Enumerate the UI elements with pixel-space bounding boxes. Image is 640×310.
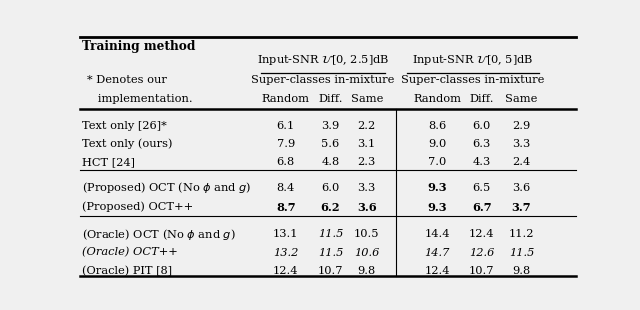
- Text: 8.4: 8.4: [276, 183, 295, 193]
- Text: 3.3: 3.3: [512, 139, 531, 149]
- Text: 11.5: 11.5: [318, 229, 343, 239]
- Text: 2.9: 2.9: [512, 121, 531, 131]
- Text: 12.6: 12.6: [469, 247, 495, 258]
- Text: 12.4: 12.4: [469, 229, 495, 239]
- Text: 6.5: 6.5: [472, 183, 491, 193]
- Text: 3.6: 3.6: [512, 183, 531, 193]
- Text: 2.3: 2.3: [358, 157, 376, 167]
- Text: Super-classes in-mixture: Super-classes in-mixture: [252, 75, 395, 85]
- Text: 3.7: 3.7: [511, 202, 531, 213]
- Text: Diff.: Diff.: [318, 94, 343, 104]
- Text: 9.3: 9.3: [428, 182, 447, 193]
- Text: 7.0: 7.0: [428, 157, 446, 167]
- Text: (Proposed) OCT++: (Proposed) OCT++: [83, 202, 194, 212]
- Text: Same: Same: [505, 94, 538, 104]
- Text: Same: Same: [351, 94, 383, 104]
- Text: 7.9: 7.9: [276, 139, 295, 149]
- Text: 3.9: 3.9: [321, 121, 340, 131]
- Text: Training method: Training method: [83, 40, 196, 53]
- Text: 10.7: 10.7: [469, 266, 495, 276]
- Text: 6.2: 6.2: [321, 202, 340, 213]
- Text: 6.0: 6.0: [472, 121, 491, 131]
- Text: implementation.: implementation.: [88, 94, 193, 104]
- Text: 10.6: 10.6: [354, 247, 380, 258]
- Text: 3.3: 3.3: [358, 183, 376, 193]
- Text: Input-SNR $\mathcal{U}$[0, 5]dB: Input-SNR $\mathcal{U}$[0, 5]dB: [412, 53, 534, 67]
- Text: (Oracle) OCT++: (Oracle) OCT++: [83, 247, 178, 258]
- Text: Diff.: Diff.: [470, 94, 494, 104]
- Text: 11.2: 11.2: [509, 229, 534, 239]
- Text: 2.4: 2.4: [512, 157, 531, 167]
- Text: 3.6: 3.6: [357, 202, 376, 213]
- Text: 5.6: 5.6: [321, 139, 340, 149]
- Text: 13.1: 13.1: [273, 229, 299, 239]
- Text: Random: Random: [262, 94, 310, 104]
- Text: 6.7: 6.7: [472, 202, 492, 213]
- Text: 4.3: 4.3: [472, 157, 491, 167]
- Text: 13.2: 13.2: [273, 247, 298, 258]
- Text: 9.0: 9.0: [428, 139, 446, 149]
- Text: 6.0: 6.0: [321, 183, 340, 193]
- Text: (Oracle) PIT [8]: (Oracle) PIT [8]: [83, 265, 173, 276]
- Text: 4.8: 4.8: [321, 157, 340, 167]
- Text: 11.5: 11.5: [509, 247, 534, 258]
- Text: 2.2: 2.2: [358, 121, 376, 131]
- Text: Text only [26]*: Text only [26]*: [83, 121, 167, 131]
- Text: (Proposed) OCT (No $\phi$ and $g$): (Proposed) OCT (No $\phi$ and $g$): [83, 180, 252, 195]
- Text: 14.7: 14.7: [424, 247, 450, 258]
- Text: (Oracle) OCT (No $\phi$ and $g$): (Oracle) OCT (No $\phi$ and $g$): [83, 227, 236, 241]
- Text: 10.5: 10.5: [354, 229, 380, 239]
- Text: 8.7: 8.7: [276, 202, 296, 213]
- Text: 9.3: 9.3: [428, 202, 447, 213]
- Text: Super-classes in-mixture: Super-classes in-mixture: [401, 75, 545, 85]
- Text: 6.3: 6.3: [472, 139, 491, 149]
- Text: 9.8: 9.8: [512, 266, 531, 276]
- Text: Text only (ours): Text only (ours): [83, 139, 173, 149]
- Text: 6.1: 6.1: [276, 121, 295, 131]
- Text: 14.4: 14.4: [424, 229, 450, 239]
- Text: 12.4: 12.4: [273, 266, 299, 276]
- Text: 10.7: 10.7: [317, 266, 343, 276]
- Text: Random: Random: [413, 94, 461, 104]
- Text: 3.1: 3.1: [358, 139, 376, 149]
- Text: 6.8: 6.8: [276, 157, 295, 167]
- Text: 9.8: 9.8: [358, 266, 376, 276]
- Text: Input-SNR $\mathcal{U}$[0, 2.5]dB: Input-SNR $\mathcal{U}$[0, 2.5]dB: [257, 53, 389, 67]
- Text: 8.6: 8.6: [428, 121, 446, 131]
- Text: * Denotes our: * Denotes our: [88, 75, 167, 85]
- Text: 11.5: 11.5: [318, 247, 343, 258]
- Text: HCT [24]: HCT [24]: [83, 157, 136, 167]
- Text: 12.4: 12.4: [424, 266, 450, 276]
